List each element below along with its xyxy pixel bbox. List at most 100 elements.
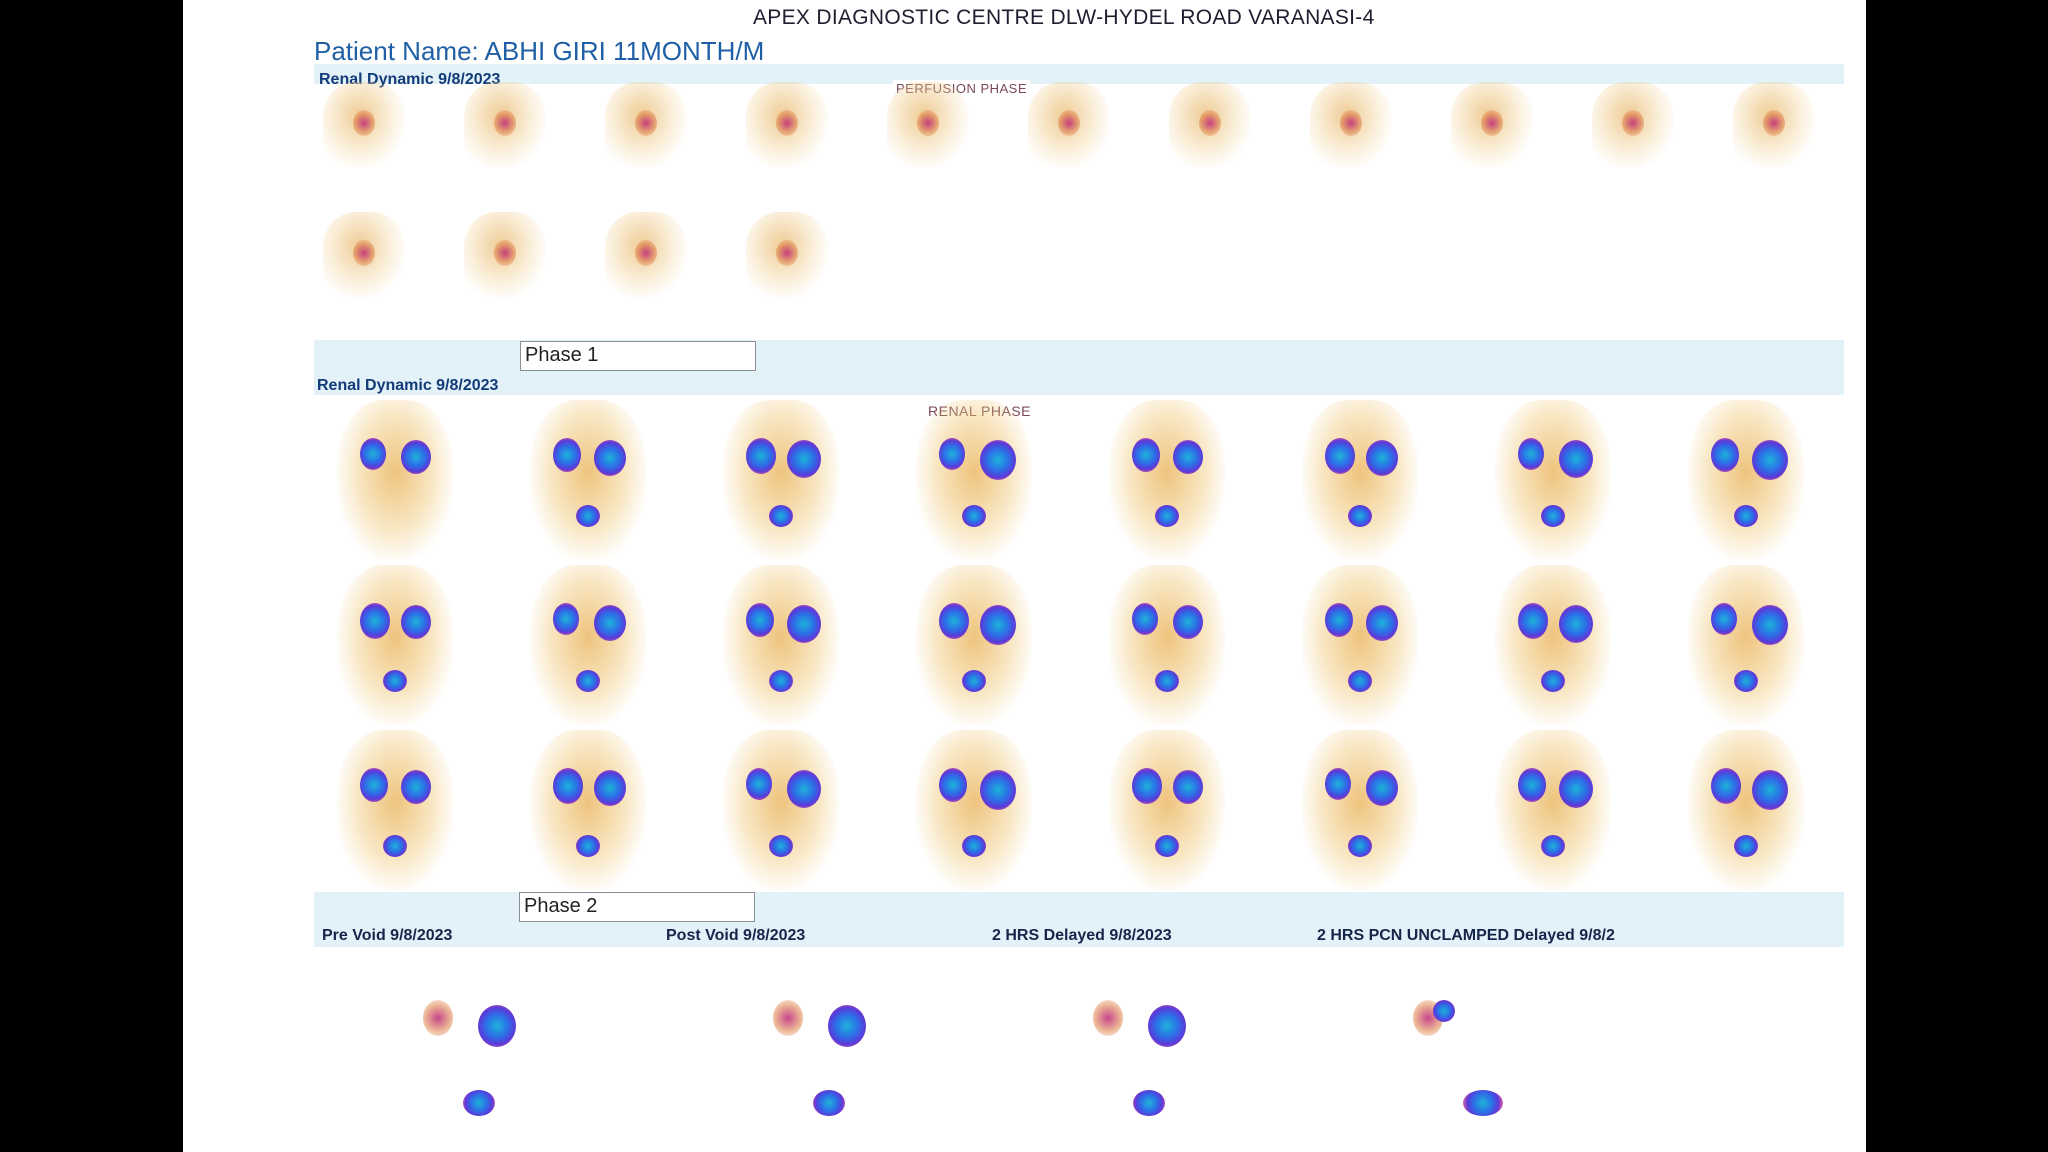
left-kidney [746,603,774,637]
left-kidney [746,768,772,800]
renal-frame [1495,400,1611,560]
perfusion-kidney-blot [1622,110,1644,136]
renal-frame [1688,730,1804,890]
delayed-bladder [1463,1090,1503,1116]
perfusion-kidney-blot [776,110,798,136]
delayed-bladder [1133,1090,1165,1116]
left-kidney [360,438,386,470]
left-kidney [1518,768,1546,802]
right-kidney [980,605,1016,645]
bladder [1734,505,1758,527]
right-kidney [401,770,431,804]
bladder [1348,670,1372,692]
left-kidney [360,603,390,639]
bladder [769,835,793,857]
bladder [1348,505,1372,527]
right-kidney [1366,605,1398,641]
renal-frame [1109,565,1225,725]
renal-frame [530,730,646,890]
bladder [383,670,407,692]
right-kidney [401,605,431,639]
bladder [1348,835,1372,857]
perfusion-kidney-blot [917,110,939,136]
renal-section-label: Renal Dynamic 9/8/2023 [317,377,499,394]
left-kidney [1325,768,1351,800]
right-kidney [1366,440,1398,476]
bladder [769,670,793,692]
perfusion-kidney-blot [353,110,375,136]
pcn-unclamped-label: 2 HRS PCN UNCLAMPED Delayed 9/8/2 [1317,927,1615,944]
right-kidney [1752,440,1788,480]
perfusion-kidney-blot [776,240,798,266]
left-kidney [939,603,969,639]
delayed-bladder [463,1090,495,1116]
bladder [962,835,986,857]
bladder [769,505,793,527]
delayed-faint-activity [1093,1000,1123,1036]
right-kidney [1559,605,1593,643]
left-kidney [1325,438,1355,474]
right-kidney [1173,770,1203,804]
right-kidney [401,440,431,474]
perfusion-kidney-blot [494,240,516,266]
delayed-kidney [1433,1000,1455,1022]
right-kidney [980,770,1016,810]
renal-frame [916,400,1032,560]
renal-frame [1302,730,1418,890]
renal-frame [337,565,453,725]
right-kidney [787,440,821,478]
patient-name: Patient Name: ABHI GIRI 11MONTH/M [314,36,765,66]
left-kidney [1325,603,1353,637]
left-kidney [1132,768,1162,804]
left-kidney [1711,768,1741,804]
right-kidney [594,440,626,476]
left-kidney [1132,438,1160,472]
perfusion-kidney-blot [635,110,657,136]
post-void-label: Post Void 9/8/2023 [666,927,806,944]
renal-frame [1688,400,1804,560]
perfusion-kidney-blot [1199,110,1221,136]
bladder [962,505,986,527]
perfusion-kidney-blot [1481,110,1503,136]
bladder [576,505,600,527]
bladder [1734,670,1758,692]
renal-frame [1109,730,1225,890]
bladder [383,835,407,857]
right-kidney [1173,605,1203,639]
bladder [962,670,986,692]
bladder [1155,835,1179,857]
left-kidney [360,768,388,802]
renal-frame [916,730,1032,890]
perfusion-kidney-blot [353,240,375,266]
centre-title: APEX DIAGNOSTIC CENTRE DLW-HYDEL ROAD VA… [753,6,1375,29]
renal-frame [723,400,839,560]
renal-frame [1495,730,1611,890]
renal-frame [1688,565,1804,725]
renal-frame [1302,565,1418,725]
left-kidney [553,438,581,472]
delayed-bladder [813,1090,845,1116]
delayed-faint-activity [773,1000,803,1036]
perfusion-header-band [314,64,1844,84]
phase2-box: Phase 2 [519,892,755,922]
left-kidney [1518,438,1544,470]
renal-frame [337,400,453,560]
renal-frame [723,565,839,725]
bladder [1541,670,1565,692]
perfusion-kidney-blot [1763,110,1785,136]
perfusion-kidney-blot [1340,110,1362,136]
perfusion-kidney-blot [494,110,516,136]
left-kidney [1518,603,1548,639]
bladder [1155,670,1179,692]
right-kidney [787,605,821,643]
bladder [1541,505,1565,527]
bladder [576,670,600,692]
renal-frame [1302,400,1418,560]
right-kidney [1366,770,1398,806]
right-kidney [1752,770,1788,810]
bladder [576,835,600,857]
left-kidney [746,438,776,474]
bladder [1734,835,1758,857]
left-kidney [553,768,583,804]
renal-frame [337,730,453,890]
